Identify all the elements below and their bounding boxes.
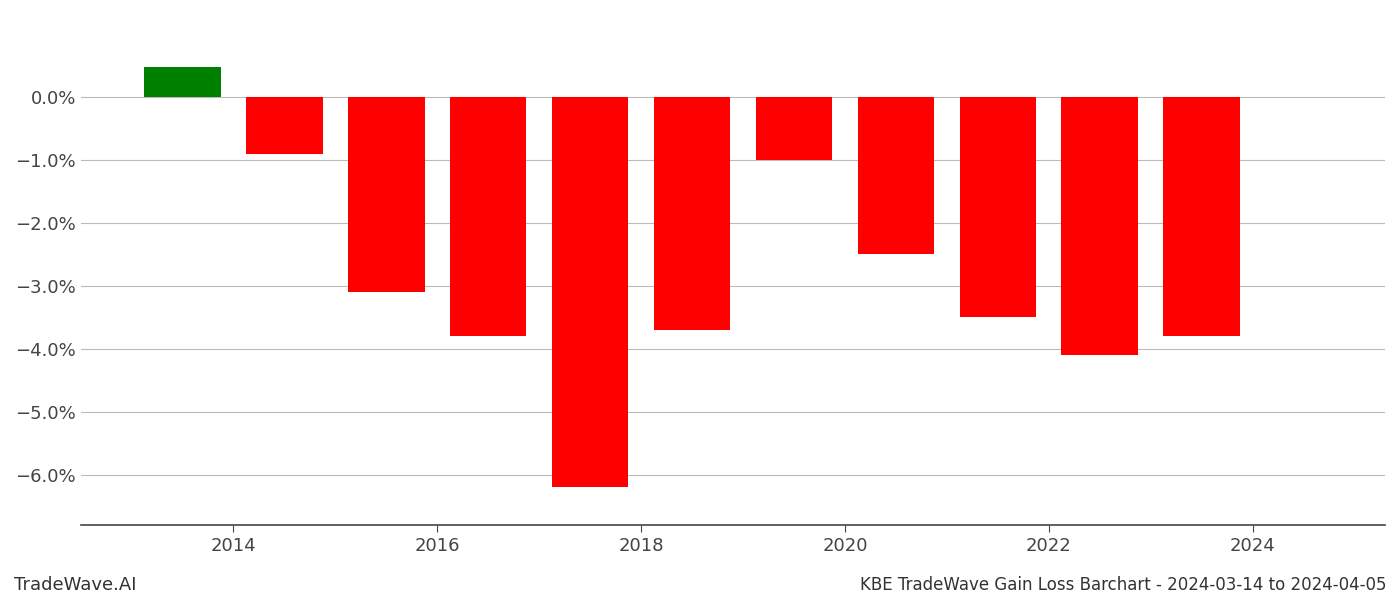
Text: KBE TradeWave Gain Loss Barchart - 2024-03-14 to 2024-04-05: KBE TradeWave Gain Loss Barchart - 2024-… bbox=[860, 576, 1386, 594]
Bar bbox=[449, 97, 526, 336]
Bar bbox=[756, 97, 832, 160]
Bar bbox=[144, 67, 221, 97]
Bar bbox=[654, 97, 731, 330]
Bar bbox=[246, 97, 322, 154]
Bar bbox=[858, 97, 934, 254]
Text: TradeWave.AI: TradeWave.AI bbox=[14, 576, 137, 594]
Bar bbox=[349, 97, 424, 292]
Bar bbox=[959, 97, 1036, 317]
Bar bbox=[1163, 97, 1240, 336]
Bar bbox=[1061, 97, 1138, 355]
Bar bbox=[552, 97, 629, 487]
